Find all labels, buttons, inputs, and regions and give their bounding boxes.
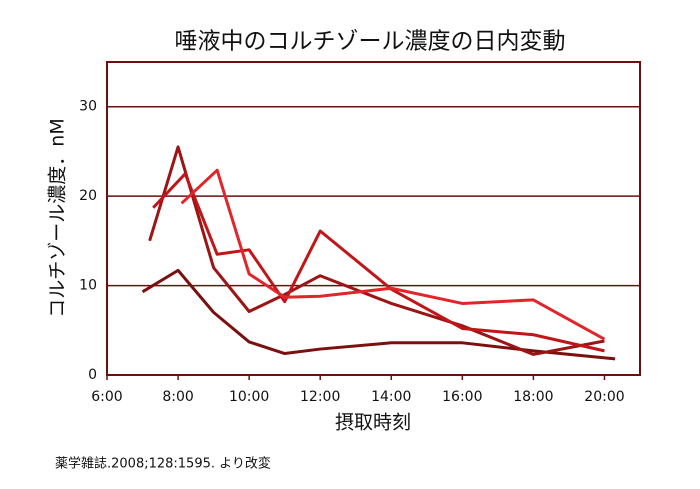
x-tick-label: 16:00 [442,389,482,405]
series-line [152,172,605,353]
y-tick-label: 20 [79,188,97,204]
y-axis-label: コルチゾール濃度．nM [47,118,69,317]
y-tick-label: 0 [88,367,97,383]
series-line [180,168,606,341]
source-note: 薬学雑誌.2008;128:1595. より改変 [55,456,271,472]
series-line [141,268,616,361]
x-tick-label: 10:00 [229,389,269,405]
y-tick-label: 30 [79,99,97,115]
x-tick-label: 8:00 [162,389,193,405]
x-tick-label: 12:00 [300,389,340,405]
x-tick-label: 20:00 [584,389,624,405]
x-tick-label: 18:00 [513,389,553,405]
plot-frame [106,61,641,376]
series-line [148,145,605,356]
y-tick-label: 10 [79,278,97,294]
x-tick-label: 14:00 [371,389,411,405]
chart-title: 唾液中のコルチゾール濃度の日内変動 [175,29,566,55]
x-axis-label: 摂取時刻 [335,412,411,434]
x-tick-label: 6:00 [91,389,122,405]
